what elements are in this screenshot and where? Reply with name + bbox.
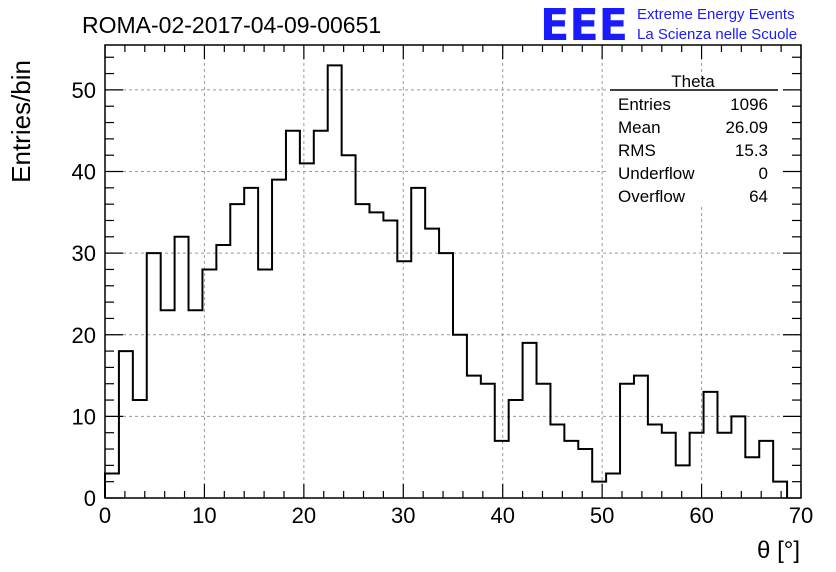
histogram-bin [704, 392, 718, 498]
stats-row-label: Entries [618, 95, 671, 114]
x-tick-label: 30 [391, 503, 415, 528]
stats-row-label: Overflow [618, 187, 686, 206]
histogram-bin [328, 65, 342, 498]
histogram-bin [258, 269, 272, 498]
histogram-bin [411, 188, 425, 498]
stats-row-label: Mean [618, 118, 661, 137]
y-axis-label: Entries/bin [6, 60, 36, 183]
logo-line-2: La Scienza nelle Scuole [637, 26, 797, 43]
stats-row-label: Underflow [618, 164, 695, 183]
histogram-bin [425, 229, 439, 498]
histogram-bin [244, 188, 258, 498]
histogram-bin [342, 155, 356, 498]
histogram-bin [759, 441, 773, 498]
histogram-bin [523, 343, 537, 498]
stats-box-bg [608, 86, 780, 206]
x-axis-label: θ [°] [757, 537, 800, 564]
histogram-bin [397, 261, 411, 498]
x-tick-label: 0 [99, 503, 111, 528]
stats-row-value: 1096 [730, 95, 768, 114]
histogram-bin [606, 474, 620, 498]
histogram-bin [453, 335, 467, 498]
x-tick-label: 40 [490, 503, 514, 528]
histogram-bin [230, 204, 244, 498]
x-tick-label: 20 [292, 503, 316, 528]
histogram-bin [467, 376, 481, 498]
eee-logo: EEE Extreme Energy Events La Scienza nel… [540, 0, 797, 51]
x-tick-label: 50 [590, 503, 614, 528]
histogram-bin [161, 310, 175, 498]
histogram-bin [300, 163, 314, 498]
histogram-bin [202, 269, 216, 498]
stats-box-title: Theta [671, 72, 715, 91]
histogram-bin [216, 245, 230, 498]
y-tick-label: 30 [72, 241, 96, 266]
stats-row-value: 15.3 [735, 141, 768, 160]
histogram-bin [119, 351, 133, 498]
histogram-bin [147, 253, 161, 498]
histogram-bin [369, 212, 383, 498]
histogram-bin [383, 220, 397, 498]
histogram-bin [773, 482, 787, 498]
plot-border [104, 44, 802, 499]
y-tick-label: 40 [72, 160, 96, 185]
x-tick-label: 60 [689, 503, 713, 528]
histogram-bin [620, 384, 634, 498]
histogram-bin [133, 400, 147, 498]
histogram-bin [592, 482, 606, 498]
y-tick-label: 0 [84, 486, 96, 511]
histogram-bin [745, 457, 759, 498]
histogram-bin [564, 441, 578, 498]
histogram-bin [509, 400, 523, 498]
axis-ticks [104, 45, 802, 499]
histogram-bars [104, 64, 789, 498]
histogram-bin [717, 433, 731, 498]
histogram-bin [578, 449, 592, 498]
stats-row-value: 0 [759, 164, 768, 183]
histogram-bin [314, 131, 328, 498]
histogram-bin [272, 180, 286, 498]
histogram-bin [634, 376, 648, 498]
plot-frame [104, 44, 802, 499]
stats-row-label: RMS [618, 141, 656, 160]
histogram-bin [105, 474, 119, 498]
logo-line-1: Extreme Energy Events [637, 6, 795, 23]
histogram-bin [439, 253, 453, 498]
y-tick-label: 10 [72, 404, 96, 429]
x-tick-label: 70 [789, 503, 813, 528]
histogram-bin [286, 131, 300, 498]
histogram-bin [537, 384, 551, 498]
histogram-bin [356, 204, 370, 498]
histogram-bin [175, 237, 189, 498]
histogram-bin [495, 441, 509, 498]
histogram-bin [731, 416, 745, 498]
histogram-bin [648, 425, 662, 498]
tick-labels: 0 10 20 30 40 50 60 70 0 10 20 30 40 50 [72, 78, 814, 528]
histogram-bin [481, 384, 495, 498]
chart-title: ROMA-02-2017-04-09-00651 [82, 12, 381, 38]
stats-row-value: 26.09 [725, 118, 768, 137]
histogram-bin [662, 433, 676, 498]
histogram-outline [104, 64, 789, 498]
x-tick-label: 10 [192, 503, 216, 528]
logo-letters: EEE [540, 0, 628, 51]
histogram-bin [676, 465, 690, 498]
stats-row-value: 64 [749, 187, 768, 206]
stats-box: Theta Entries 1096 Mean 26.09 RMS 15.3 Underfl… [608, 72, 780, 206]
y-tick-label: 50 [72, 78, 96, 103]
histogram-bin [189, 310, 203, 498]
y-tick-label: 20 [72, 323, 96, 348]
histogram-bin [550, 425, 564, 498]
